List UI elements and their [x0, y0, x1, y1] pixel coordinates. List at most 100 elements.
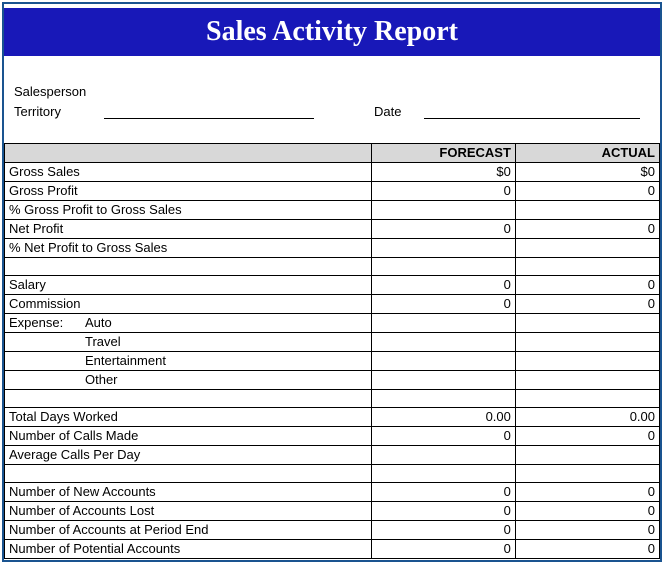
- row-label: [5, 465, 372, 483]
- row-label: Gross Profit: [5, 182, 372, 201]
- meta-row-salesperson: Salesperson: [14, 84, 650, 99]
- forecast-cell[interactable]: 0: [371, 182, 515, 201]
- actual-cell[interactable]: 0: [515, 483, 659, 502]
- row-label: Total Days Worked: [5, 408, 372, 427]
- table-row: Gross Sales$0$0: [5, 163, 660, 182]
- forecast-cell[interactable]: [371, 446, 515, 465]
- forecast-cell[interactable]: [371, 258, 515, 276]
- row-label: Other: [5, 371, 372, 390]
- header-forecast: FORECAST: [371, 144, 515, 163]
- actual-cell[interactable]: [515, 446, 659, 465]
- report-title: Sales Activity Report: [4, 8, 660, 56]
- forecast-cell[interactable]: 0: [371, 483, 515, 502]
- forecast-cell[interactable]: 0.00: [371, 408, 515, 427]
- table-row: % Gross Profit to Gross Sales: [5, 201, 660, 220]
- row-label: Commission: [5, 295, 372, 314]
- forecast-cell[interactable]: [371, 390, 515, 408]
- table-row: Entertainment: [5, 352, 660, 371]
- table-row: Commission00: [5, 295, 660, 314]
- row-label: Number of New Accounts: [5, 483, 372, 502]
- row-label: Number of Potential Accounts: [5, 540, 372, 559]
- table-row: Other: [5, 371, 660, 390]
- meta-section: Salesperson Territory Date: [4, 56, 660, 143]
- table-row: Number of Accounts at Period End00: [5, 521, 660, 540]
- forecast-cell[interactable]: [371, 201, 515, 220]
- table-row: Total Days Worked0.000.00: [5, 408, 660, 427]
- actual-cell[interactable]: [515, 465, 659, 483]
- actual-cell[interactable]: [515, 352, 659, 371]
- table-row: Number of Potential Accounts00: [5, 540, 660, 559]
- table-row: Net Profit00: [5, 220, 660, 239]
- row-label: % Gross Profit to Gross Sales: [5, 201, 372, 220]
- row-label: Salary: [5, 276, 372, 295]
- actual-cell[interactable]: 0: [515, 502, 659, 521]
- row-label: Expense:Auto: [5, 314, 372, 333]
- forecast-cell[interactable]: 0: [371, 295, 515, 314]
- actual-cell[interactable]: [515, 333, 659, 352]
- row-label: Travel: [5, 333, 372, 352]
- row-label-text: Auto: [85, 315, 112, 330]
- actual-cell[interactable]: 0: [515, 220, 659, 239]
- row-label: [5, 390, 372, 408]
- table-row: Number of Calls Made00: [5, 427, 660, 446]
- actual-cell[interactable]: $0: [515, 163, 659, 182]
- row-label: Entertainment: [5, 352, 372, 371]
- header-blank: [5, 144, 372, 163]
- actual-cell[interactable]: [515, 371, 659, 390]
- header-actual: ACTUAL: [515, 144, 659, 163]
- expense-prefix: Expense:: [9, 315, 85, 331]
- table-row: Gross Profit00: [5, 182, 660, 201]
- actual-cell[interactable]: [515, 258, 659, 276]
- row-label: Number of Accounts Lost: [5, 502, 372, 521]
- actual-cell[interactable]: 0.00: [515, 408, 659, 427]
- actual-cell[interactable]: [515, 314, 659, 333]
- table-row: Number of Accounts Lost00: [5, 502, 660, 521]
- table-row: Travel: [5, 333, 660, 352]
- table-row: [5, 390, 660, 408]
- forecast-cell[interactable]: 0: [371, 521, 515, 540]
- actual-cell[interactable]: 0: [515, 276, 659, 295]
- report-container: Sales Activity Report Salesperson Territ…: [2, 2, 662, 562]
- actual-cell[interactable]: [515, 201, 659, 220]
- actual-cell[interactable]: 0: [515, 540, 659, 559]
- table-row: Number of New Accounts00: [5, 483, 660, 502]
- forecast-cell[interactable]: 0: [371, 540, 515, 559]
- forecast-cell[interactable]: [371, 371, 515, 390]
- header-row: FORECAST ACTUAL: [5, 144, 660, 163]
- row-label: Number of Calls Made: [5, 427, 372, 446]
- meta-row-territory-date: Territory Date: [14, 103, 650, 119]
- date-input-line[interactable]: [424, 103, 640, 119]
- forecast-cell[interactable]: [371, 314, 515, 333]
- table-row: Salary00: [5, 276, 660, 295]
- report-table: FORECAST ACTUAL Gross Sales$0$0Gross Pro…: [4, 143, 660, 559]
- actual-cell[interactable]: [515, 239, 659, 258]
- row-label: Average Calls Per Day: [5, 446, 372, 465]
- table-row: % Net Profit to Gross Sales: [5, 239, 660, 258]
- forecast-cell[interactable]: 0: [371, 220, 515, 239]
- actual-cell[interactable]: 0: [515, 427, 659, 446]
- actual-cell[interactable]: 0: [515, 521, 659, 540]
- row-label: % Net Profit to Gross Sales: [5, 239, 372, 258]
- forecast-cell[interactable]: $0: [371, 163, 515, 182]
- forecast-cell[interactable]: [371, 352, 515, 371]
- row-label: Gross Sales: [5, 163, 372, 182]
- table-row: Expense:Auto: [5, 314, 660, 333]
- row-label: [5, 258, 372, 276]
- row-label: Number of Accounts at Period End: [5, 521, 372, 540]
- salesperson-label: Salesperson: [14, 84, 104, 99]
- territory-label: Territory: [14, 104, 104, 119]
- forecast-cell[interactable]: [371, 239, 515, 258]
- forecast-cell[interactable]: [371, 465, 515, 483]
- table-row: Average Calls Per Day: [5, 446, 660, 465]
- forecast-cell[interactable]: 0: [371, 276, 515, 295]
- forecast-cell[interactable]: 0: [371, 427, 515, 446]
- actual-cell[interactable]: 0: [515, 182, 659, 201]
- table-row: [5, 258, 660, 276]
- territory-input-line[interactable]: [104, 103, 314, 119]
- forecast-cell[interactable]: [371, 333, 515, 352]
- actual-cell[interactable]: 0: [515, 295, 659, 314]
- forecast-cell[interactable]: 0: [371, 502, 515, 521]
- row-label: Net Profit: [5, 220, 372, 239]
- actual-cell[interactable]: [515, 390, 659, 408]
- date-label: Date: [374, 104, 424, 119]
